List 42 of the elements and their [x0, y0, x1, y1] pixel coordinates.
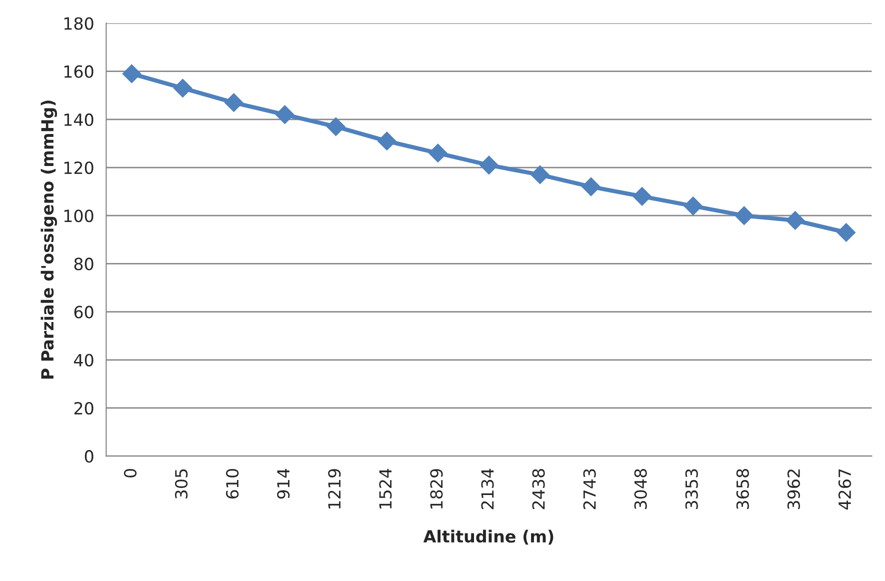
x-tick-label: 1219 — [328, 469, 341, 508]
y-tick-label: 160 — [64, 65, 94, 78]
point — [480, 156, 498, 174]
y-tick-label: 20 — [74, 402, 94, 415]
x-tick-label: 0 — [124, 468, 137, 478]
x-tick-label: 4267 — [838, 469, 852, 510]
x-tick-label: 2438 — [532, 469, 545, 510]
point — [734, 206, 754, 225]
point — [582, 177, 600, 196]
y-tick-label: 60 — [74, 306, 94, 318]
y-tick-label: 120 — [64, 161, 94, 174]
x-tick-label: 3962 — [787, 470, 800, 510]
x-tick-label: 1829 — [430, 469, 443, 508]
point — [326, 117, 346, 136]
x-tick-label: 1524 — [379, 468, 392, 508]
y-tick-label: 100 — [64, 210, 94, 222]
point — [684, 196, 702, 216]
point — [632, 187, 652, 206]
point — [428, 144, 448, 162]
x-tick-label: 610 — [226, 469, 239, 499]
x-tick-label: 914 — [277, 468, 290, 499]
point — [836, 223, 856, 242]
point — [173, 78, 192, 98]
point — [224, 93, 244, 112]
x-axis-title: Altitudine (m) — [423, 530, 554, 545]
point — [275, 105, 294, 124]
x-tick-label: 3658 — [736, 469, 749, 510]
point — [122, 64, 142, 84]
y-tick-label: 80 — [74, 258, 94, 270]
point — [378, 132, 396, 150]
x-tick-label: 2743 — [583, 469, 596, 510]
point — [786, 211, 805, 230]
y-axis-title: P Parziale d'ossigeno (mmHg) — [40, 100, 58, 379]
x-tick-label: 2134 — [481, 468, 494, 510]
x-tick-label: 3353 — [685, 469, 698, 510]
y-tick-label: 0 — [84, 450, 94, 463]
point — [530, 165, 550, 184]
x-tick-label: 3048 — [634, 469, 647, 510]
y-tick-label: 140 — [64, 113, 94, 126]
x-tick-label: 305 — [174, 469, 188, 498]
y-tick-label: 40 — [74, 354, 94, 366]
y-tick-label: 180 — [64, 17, 94, 30]
